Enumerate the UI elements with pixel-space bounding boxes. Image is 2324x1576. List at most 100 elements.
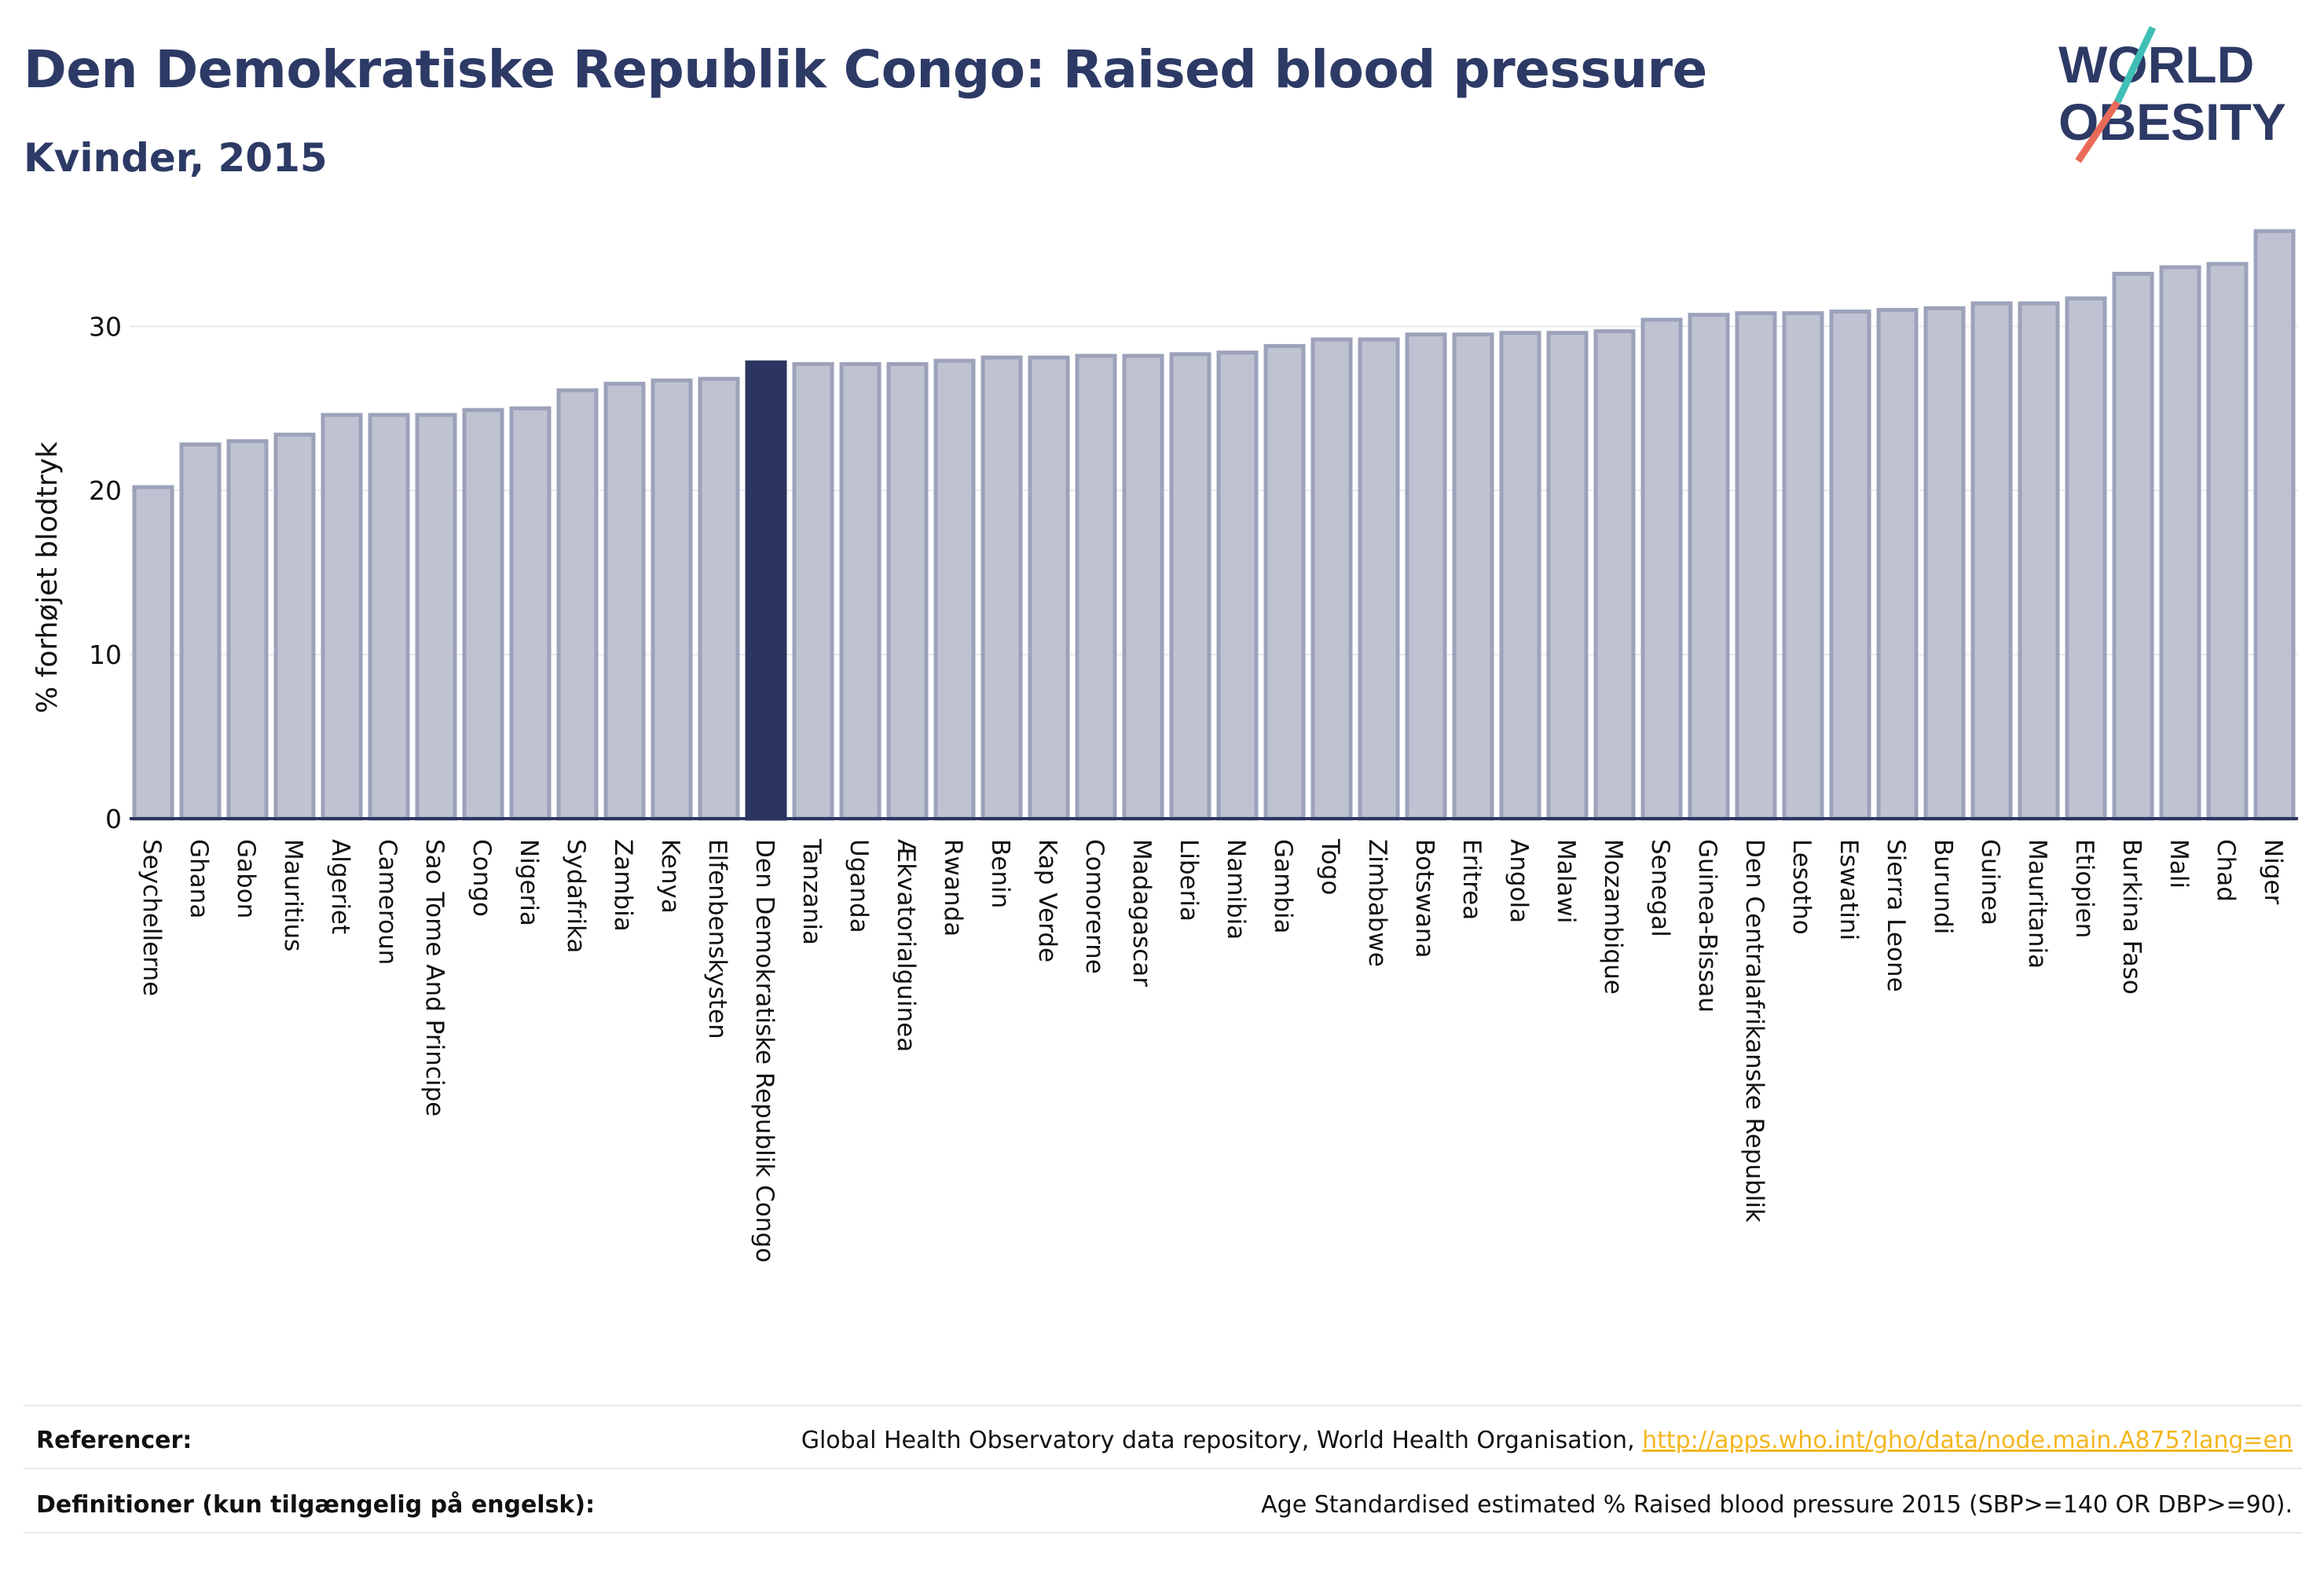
x-tick-label: Cameroun [373, 839, 401, 965]
logo-slash-teal [2113, 26, 2157, 104]
x-tick-label: Congo [467, 839, 496, 917]
x-tick-label: Gambia [1269, 839, 1297, 934]
bar [1640, 317, 1683, 821]
bar [1782, 311, 1824, 821]
x-tick-label: Burkina Faso [2117, 839, 2146, 995]
bar [1876, 307, 1919, 821]
bar [792, 361, 834, 821]
bar [1593, 329, 1636, 821]
x-tick-label: Ækvatorialguinea [892, 839, 920, 1052]
x-tick-label: Rwanda [939, 839, 967, 936]
bar-highlighted [745, 360, 787, 821]
x-tick-label: Kenya [656, 839, 684, 914]
bar [1499, 331, 1541, 821]
bar [1970, 301, 2013, 821]
bar [2112, 271, 2154, 821]
x-tick-label: Nigeria [515, 839, 543, 926]
x-tick-label: Comorerne [1080, 839, 1109, 974]
x-tick-label: Mauritius [279, 839, 307, 951]
bar [1688, 313, 1730, 821]
x-tick-label: Angola [1505, 839, 1533, 923]
x-tick-label: Sao Tome And Principe [420, 839, 449, 1116]
bar [981, 355, 1023, 821]
bar [1216, 350, 1259, 821]
bar [556, 388, 599, 821]
x-tick-label: Zambia [609, 839, 637, 932]
bar [273, 432, 316, 821]
bar [1452, 332, 1494, 821]
x-tick-label: Guinea-Bissau [1693, 839, 1721, 1013]
bar [933, 358, 976, 821]
logo-slash-coral [2075, 100, 2121, 163]
x-tick-label: Madagascar [1127, 839, 1156, 987]
x-tick-label: Elfenbenskysten [703, 839, 731, 1039]
logo-text-world: WORLD [2058, 35, 2254, 93]
chart-subtitle: Kvinder, 2015 [24, 135, 328, 181]
definitions-text: Age Standardised estimated % Raised bloo… [1261, 1491, 2293, 1519]
bar [1169, 352, 1211, 821]
bar [1923, 306, 1966, 821]
x-tick-label: Togo [1316, 838, 1344, 895]
bar [1358, 337, 1400, 821]
bar [1735, 311, 1777, 821]
logo-text-obesity: OBESITY [2058, 93, 2286, 151]
bar [2159, 265, 2201, 821]
bar [2206, 262, 2249, 821]
bar [698, 376, 740, 821]
bar [2253, 229, 2296, 821]
y-tick-label: 0 [105, 804, 122, 834]
bar [415, 412, 457, 821]
bar-chart: 0 10 20 30 Seychellerne Ghana Gabon Mauritius A… [31, 229, 2298, 1263]
footer-divider-bottom [24, 1532, 2302, 1534]
x-tick-label: Etiopien [2070, 839, 2099, 938]
y-axis-label: % forhøjet blodtryk [31, 442, 64, 713]
bar [179, 442, 222, 821]
footer-divider-middle [24, 1468, 2302, 1469]
bar [651, 378, 693, 821]
y-tick-label: 10 [89, 640, 122, 670]
x-tick-label: Lesotho [1787, 839, 1816, 935]
y-tick-label: 20 [89, 475, 122, 506]
bar [2065, 296, 2107, 821]
bar [603, 381, 646, 821]
x-tick-label: Algeriet [326, 839, 354, 934]
x-tick-label: Senegal [1646, 839, 1674, 937]
x-tick-label: Burundi [1929, 839, 1957, 934]
references-source: Global Health Observatory data repositor… [801, 1427, 1643, 1454]
x-tick-label: Ghana [185, 839, 213, 918]
bar [1829, 310, 1871, 821]
bar-layer [132, 229, 2296, 821]
definitions-label: Definitioner (kun tilgængelig på engelsk… [36, 1491, 596, 1519]
x-tick-label: Sierra Leone [1882, 839, 1910, 992]
bar [509, 406, 552, 821]
bar [226, 439, 269, 821]
x-tick-label: Botswana [1410, 839, 1439, 958]
x-tick-label: Tanzania [797, 838, 826, 945]
world-obesity-logo: WORLD OBESITY [2058, 26, 2286, 163]
x-tick-label: Niger [2259, 839, 2287, 905]
x-tick-label: Chad [2212, 839, 2240, 902]
references-label: Referencer: [36, 1427, 192, 1454]
bar [1028, 355, 1070, 821]
references-text: Global Health Observatory data repositor… [801, 1427, 2293, 1454]
x-tick-label: Zimbabwe [1363, 839, 1391, 967]
bar [1122, 354, 1164, 821]
references-link[interactable]: http://apps.who.int/gho/data/node.main.A… [1642, 1427, 2293, 1454]
bar [321, 412, 363, 821]
x-tick-label: Mali [2165, 839, 2193, 889]
bar [1075, 354, 1117, 821]
bar [886, 361, 929, 821]
x-tick-label: Mozambique [1599, 839, 1627, 995]
x-tick-label: Uganda [845, 839, 873, 933]
footer-divider-top [24, 1405, 2302, 1406]
y-tick-labels: 0 10 20 30 [89, 311, 122, 834]
x-tick-label: Seychellerne [137, 839, 166, 996]
x-tick-label: Eritrea [1457, 839, 1486, 920]
x-tick-label: Namibia [1222, 839, 1250, 940]
x-tick-label: Den Demokratiske Republik Congo [750, 839, 779, 1263]
bar [1310, 337, 1353, 821]
chart-title: Den Demokratiske Republik Congo: Raised … [24, 39, 1707, 100]
x-tick-label: Gabon [232, 839, 260, 918]
bar [1405, 332, 1447, 821]
x-tick-label: Malawi [1552, 839, 1580, 923]
